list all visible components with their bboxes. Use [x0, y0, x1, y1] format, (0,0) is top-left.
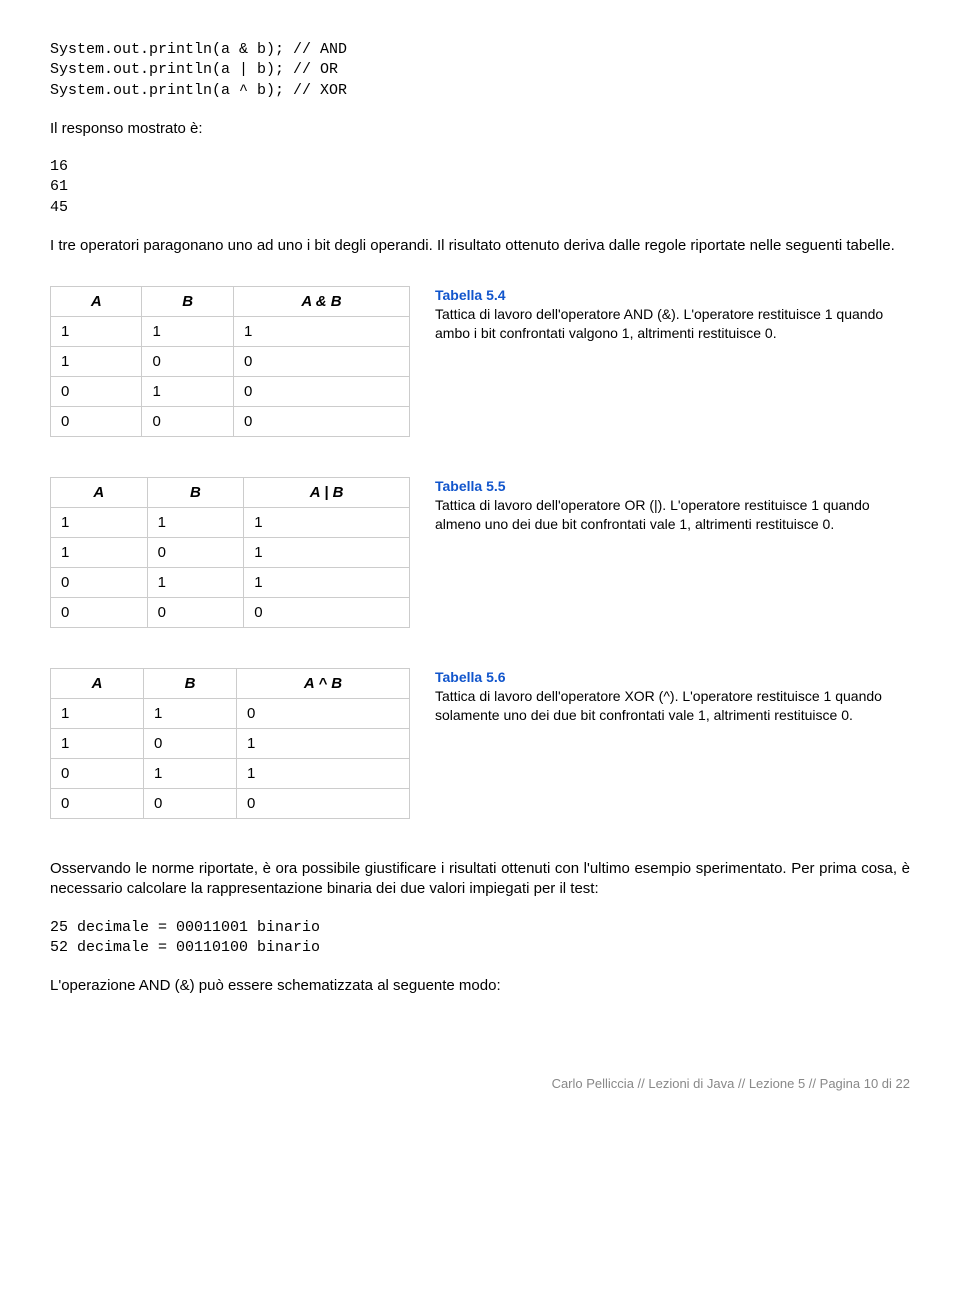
paragraph-and-schema: L'operazione AND (&) può essere schemati… [50, 976, 910, 996]
table-row: 011 [51, 759, 410, 789]
th-b: B [147, 478, 244, 508]
table-row: 000 [51, 789, 410, 819]
desc-xor-body: Tattica di lavoro dell'operatore XOR (^)… [435, 688, 882, 723]
desc-or-title: Tabella 5.5 [435, 478, 506, 494]
truth-table-and: A B A & B 111 100 010 000 [50, 286, 410, 437]
desc-xor-title: Tabella 5.6 [435, 669, 506, 685]
table-row: 011 [51, 568, 410, 598]
desc-and: Tabella 5.4 Tattica di lavoro dell'opera… [435, 286, 910, 343]
code-block-operators: System.out.println(a & b); // AND System… [50, 40, 910, 101]
th-b: B [144, 669, 237, 699]
table-row: 100 [51, 347, 410, 377]
paragraph-observe: Osservando le norme riportate, è ora pos… [50, 859, 910, 900]
paragraph-response-intro: Il responso mostrato è: [50, 119, 910, 139]
th-b: B [142, 287, 233, 317]
table-row: 101 [51, 538, 410, 568]
section-xor: A B A ^ B 110 101 011 000 Tabella 5.6 Ta… [50, 668, 910, 819]
table-row: 111 [51, 317, 410, 347]
page-footer: Carlo Pelliccia // Lezioni di Java // Le… [50, 1076, 910, 1091]
desc-or: Tabella 5.5 Tattica di lavoro dell'opera… [435, 477, 910, 534]
desc-and-body: Tattica di lavoro dell'operatore AND (&)… [435, 306, 883, 341]
section-and: A B A & B 111 100 010 000 Tabella 5.4 Ta… [50, 286, 910, 437]
code-block-output: 16 61 45 [50, 157, 910, 218]
table-row: 000 [51, 598, 410, 628]
desc-and-title: Tabella 5.4 [435, 287, 506, 303]
th-a: A [51, 287, 142, 317]
table-row: 111 [51, 508, 410, 538]
truth-table-xor: A B A ^ B 110 101 011 000 [50, 668, 410, 819]
table-row: 000 [51, 407, 410, 437]
code-block-binary: 25 decimale = 00011001 binario 52 decima… [50, 918, 910, 959]
th-result: A ^ B [237, 669, 410, 699]
desc-or-body: Tattica di lavoro dell'operatore OR (|).… [435, 497, 870, 532]
th-a: A [51, 478, 148, 508]
paragraph-explain: I tre operatori paragonano uno ad uno i … [50, 236, 910, 256]
desc-xor: Tabella 5.6 Tattica di lavoro dell'opera… [435, 668, 910, 725]
table-row: 110 [51, 699, 410, 729]
section-or: A B A | B 111 101 011 000 Tabella 5.5 Ta… [50, 477, 910, 628]
truth-table-or: A B A | B 111 101 011 000 [50, 477, 410, 628]
th-a: A [51, 669, 144, 699]
th-result: A | B [244, 478, 410, 508]
table-row: 010 [51, 377, 410, 407]
table-row: 101 [51, 729, 410, 759]
th-result: A & B [233, 287, 409, 317]
